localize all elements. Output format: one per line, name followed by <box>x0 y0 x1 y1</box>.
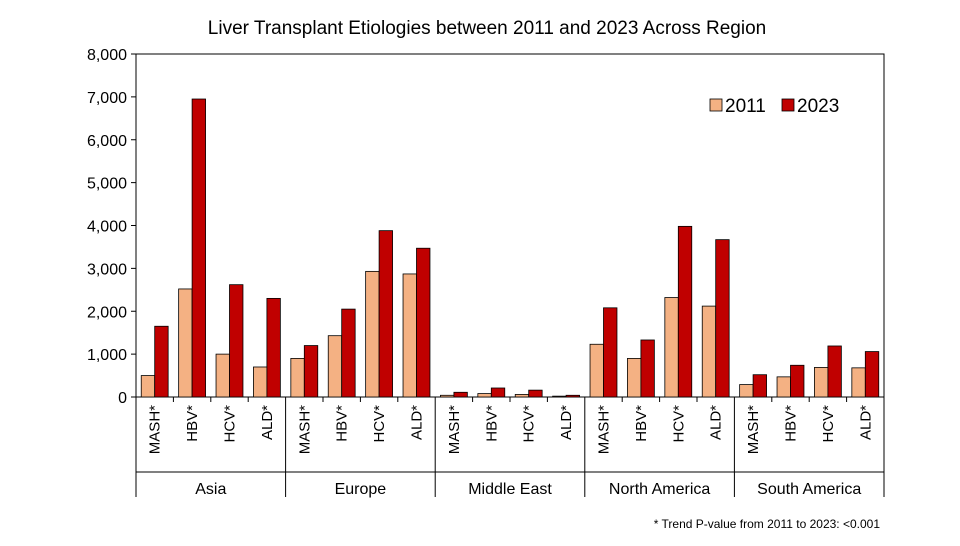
bar-2023 <box>565 394 580 398</box>
x-tick-label: HBV* <box>783 405 800 442</box>
y-tick-label: 0 <box>118 390 127 407</box>
bar-2011 <box>627 358 642 398</box>
y-tick-label: 4,000 <box>87 219 127 236</box>
y-tick-label: 1,000 <box>87 347 127 364</box>
x-tick-label: HCV* <box>222 405 239 443</box>
bar-2011 <box>851 367 866 398</box>
bar-2011 <box>701 305 717 398</box>
y-tick-label: 7,000 <box>87 90 127 107</box>
bar-2011 <box>552 395 567 398</box>
bar-2011 <box>514 394 530 398</box>
bar-2023 <box>864 351 880 398</box>
legend-label: 2023 <box>797 96 839 117</box>
bar-2011 <box>402 273 417 398</box>
bars <box>140 98 880 398</box>
x-tick-label: MASH* <box>296 405 313 454</box>
y-tick-label: 5,000 <box>87 176 127 193</box>
bar-2023 <box>378 230 393 398</box>
bar-2023 <box>154 325 169 398</box>
bar-2011 <box>440 394 455 398</box>
bar-2023 <box>266 297 281 398</box>
bar-2023 <box>640 339 655 398</box>
bar-2011 <box>215 353 230 398</box>
legend-label: 2011 <box>725 96 766 117</box>
bar-2023 <box>790 364 805 398</box>
bar-2023 <box>528 389 543 398</box>
y-tick-label: 8,000 <box>87 47 127 64</box>
bar-2011 <box>290 358 305 398</box>
bar-2011 <box>140 375 156 398</box>
x-tick-label: ALD* <box>857 405 874 440</box>
bar-2023 <box>715 239 730 398</box>
chart-title: Liver Transplant Etiologies between 2011… <box>208 18 766 39</box>
x-tick-label: ALD* <box>558 405 575 440</box>
bar-2023 <box>677 225 693 398</box>
bar-2011 <box>253 366 268 398</box>
x-tick-label: HCV* <box>670 405 687 443</box>
bar-2011 <box>664 297 679 398</box>
bar-2023 <box>453 391 468 398</box>
x-tick-label: HBV* <box>483 405 500 442</box>
bar-2011 <box>178 288 193 398</box>
y-tick-label: 6,000 <box>87 133 127 150</box>
bar-2023 <box>303 345 319 398</box>
bar-2011 <box>589 343 604 398</box>
y-tick-label: 3,000 <box>87 261 127 278</box>
bar-2023 <box>229 284 244 398</box>
plot-frame <box>135 53 885 398</box>
x-tick-label: HCV* <box>521 405 538 443</box>
x-tick-label: ALD* <box>708 405 725 440</box>
group-label: Europe <box>335 481 387 498</box>
bar-2011 <box>365 270 380 398</box>
bar-2011 <box>814 367 829 398</box>
bar-2023 <box>191 98 206 398</box>
bar-2023 <box>603 307 618 398</box>
bar-2023 <box>416 247 431 398</box>
x-tick-label: ALD* <box>259 405 276 440</box>
x-tick-label: ALD* <box>409 405 426 440</box>
bar-2023 <box>752 374 767 398</box>
x-tick-label: HBV* <box>334 405 351 442</box>
legend-swatch <box>781 98 795 112</box>
x-tick-label: HCV* <box>820 405 837 443</box>
x-tick-label: HBV* <box>633 405 650 442</box>
legend-swatch <box>709 98 723 112</box>
x-tick-label: HBV* <box>184 405 201 442</box>
group-label: Middle East <box>468 481 552 498</box>
bar-2023 <box>827 345 842 398</box>
legend: 2011 2023 <box>709 96 839 117</box>
group-label: Asia <box>195 481 226 498</box>
x-axis: MASH* HBV* HCV* ALD* Asia MASH* HBV* HCV* ALD* Eu… <box>135 397 885 498</box>
bar-2023 <box>490 387 506 398</box>
x-tick-label: HCV* <box>371 405 388 443</box>
footnote: * Trend P-value from 2011 to 2023: <0.00… <box>654 517 881 531</box>
x-tick-label: MASH* <box>446 405 463 454</box>
x-tick-label: MASH* <box>596 405 613 454</box>
group-label: South America <box>757 481 861 498</box>
bar-2011 <box>739 384 754 398</box>
x-tick-label: MASH* <box>745 405 762 454</box>
group-label: North America <box>609 481 710 498</box>
bar-2011 <box>776 376 791 398</box>
bar-2023 <box>341 308 356 398</box>
x-tick-label: MASH* <box>147 405 164 454</box>
bar-2011 <box>327 335 343 398</box>
y-tick-label: 2,000 <box>87 304 127 321</box>
bar-2011 <box>477 393 492 398</box>
